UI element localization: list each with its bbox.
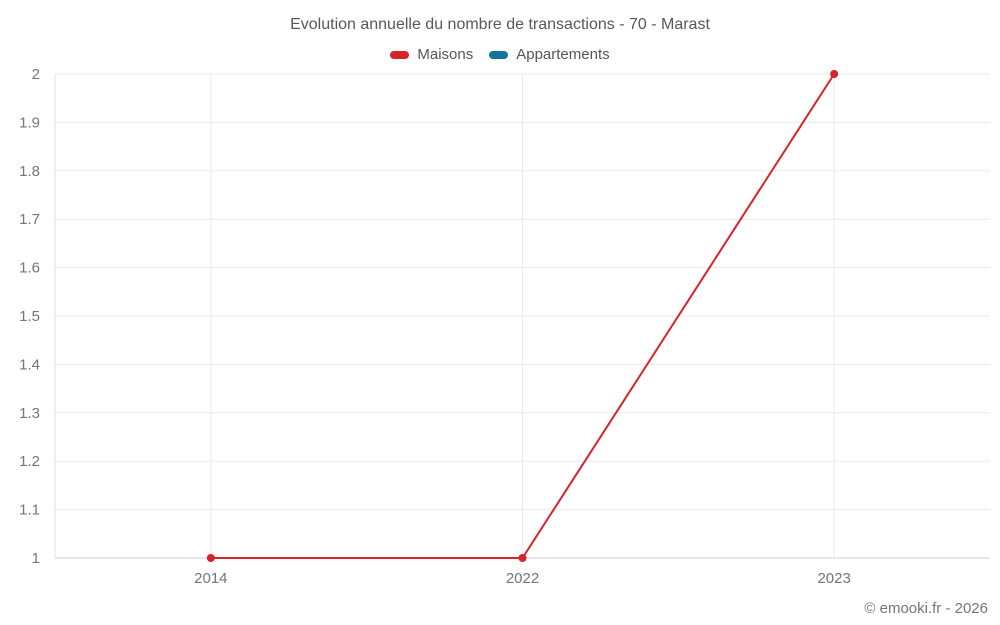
data-point-maisons[interactable] — [206, 554, 215, 562]
data-point-maisons[interactable] — [830, 70, 839, 78]
data-point-maisons[interactable] — [518, 554, 527, 562]
y-tick-label: 1.8 — [19, 163, 40, 180]
legend-label-maisons: Maisons — [417, 46, 474, 63]
x-tick-label: 2014 — [194, 570, 227, 587]
legend-swatch-maisons-icon — [390, 50, 410, 59]
legend-swatch-appartements-icon — [489, 50, 509, 59]
y-tick-label: 1 — [32, 550, 40, 567]
y-tick-label: 1.6 — [19, 260, 40, 277]
y-tick-label: 1.7 — [19, 211, 40, 228]
x-tick-label: 2023 — [817, 570, 850, 587]
legend-item-appartements[interactable]: Appartements — [489, 46, 610, 63]
y-tick-label: 2 — [32, 66, 40, 83]
legend-label-appartements: Appartements — [516, 46, 610, 63]
legend-item-maisons[interactable]: Maisons — [390, 46, 473, 63]
x-tick-label: 2022 — [506, 570, 539, 587]
chart-title: Evolution annuelle du nombre de transact… — [290, 16, 710, 33]
y-tick-label: 1.5 — [19, 308, 40, 325]
y-tick-label: 1.1 — [19, 502, 40, 519]
y-tick-label: 1.4 — [19, 356, 40, 373]
chart-legend: Maisons Appartements — [0, 46, 1000, 63]
y-tick-label: 1.3 — [19, 405, 40, 422]
copyright-credit: © emooki.fr - 2026 — [864, 600, 988, 617]
y-tick-label: 1.2 — [19, 453, 40, 470]
y-tick-label: 1.9 — [19, 114, 40, 131]
